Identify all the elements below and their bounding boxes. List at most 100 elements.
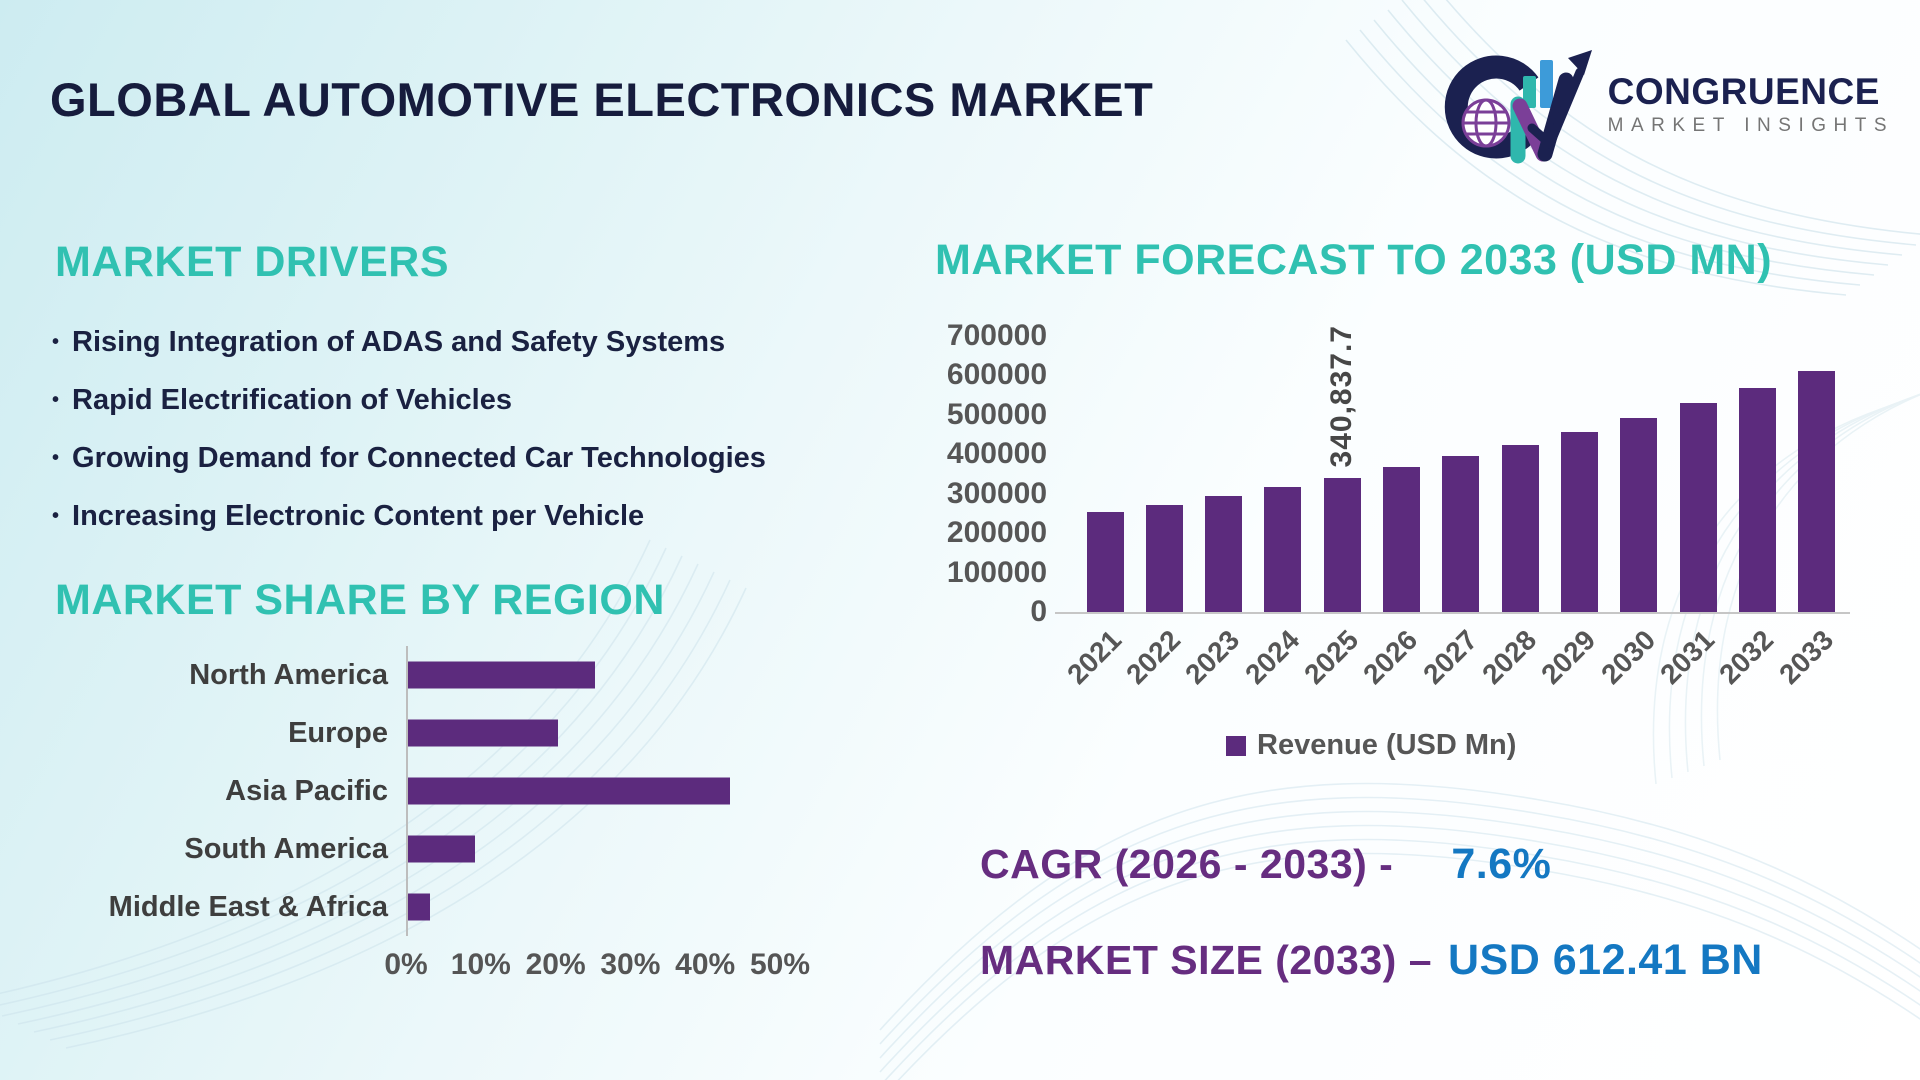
region-x-tick-label: 10% xyxy=(450,948,511,981)
market-driver-item: Increasing Electronic Content per Vehicl… xyxy=(52,500,766,533)
cagr-value: 7.6% xyxy=(1451,840,1552,888)
forecast-bar xyxy=(1620,418,1658,612)
region-bar-track xyxy=(406,878,782,936)
forecast-y-tick-label: 700000 xyxy=(946,319,1047,352)
forecast-bar-slot: 2030 xyxy=(1595,300,1661,690)
forecast-bar xyxy=(1264,486,1302,612)
region-x-tick-label: 40% xyxy=(675,948,736,981)
forecast-year-label: 2021 xyxy=(1060,624,1127,690)
forecast-bar-slot: 2022 xyxy=(1120,300,1186,690)
region-bar xyxy=(408,661,595,689)
forecast-y-tick-label: 400000 xyxy=(946,437,1047,471)
region-share-x-axis: 0% 10% 20% 30% 40% 50% xyxy=(384,948,810,992)
forecast-bar xyxy=(1679,403,1717,612)
region-label: Asia Pacific xyxy=(225,774,388,807)
forecast-year-label: 2026 xyxy=(1357,624,1424,690)
forecast-plot-area: 2021 2022 2023 2024 2025 340,837.7 2026 2027 202… xyxy=(1061,300,1839,690)
forecast-bar xyxy=(1739,387,1777,612)
forecast-year-label: 2028 xyxy=(1476,624,1543,690)
region-label: North America xyxy=(189,658,388,691)
forecast-bar-slot: 2032 xyxy=(1714,300,1780,690)
region-bar xyxy=(408,719,558,747)
region-row: North America xyxy=(50,646,786,704)
forecast-year-label: 2032 xyxy=(1713,624,1780,690)
forecast-legend: Revenue (USD Mn) xyxy=(1226,729,1516,762)
forecast-y-tick-label: 0 xyxy=(1030,595,1047,628)
region-label: South America xyxy=(184,832,388,865)
forecast-year-label: 2031 xyxy=(1654,624,1721,690)
forecast-bar xyxy=(1442,456,1480,612)
forecast-bar-slot: 2029 xyxy=(1536,300,1602,690)
market-size-label: MARKET SIZE (2033) – xyxy=(980,937,1432,983)
forecast-axis-baseline xyxy=(1055,612,1850,614)
market-drivers-list: Rising Integration of ADAS and Safety Sy… xyxy=(52,326,766,558)
market-driver-item: Rapid Electrification of Vehicles xyxy=(52,384,766,417)
logo-tagline: MARKET INSIGHTS xyxy=(1607,115,1894,137)
region-bar-track xyxy=(406,646,782,704)
forecast-year-label: 2024 xyxy=(1238,624,1305,690)
forecast-bar-slot: 2026 xyxy=(1358,300,1424,690)
forecast-y-tick-label: 600000 xyxy=(946,358,1047,392)
congruence-logo-text: CONGRUENCE MARKET INSIGHTS xyxy=(1607,70,1894,138)
forecast-year-label: 2022 xyxy=(1120,624,1187,690)
region-share-bar-chart: North America Europe Asia Pacific South Ame… xyxy=(50,646,810,992)
forecast-bar xyxy=(1145,504,1183,612)
forecast-year-label: 2033 xyxy=(1772,624,1839,690)
forecast-bar xyxy=(1086,512,1124,612)
region-row: Middle East & Africa xyxy=(50,878,786,936)
forecast-bar xyxy=(1501,444,1539,612)
logo-name: CONGRUENCE xyxy=(1607,70,1880,112)
region-bar-track xyxy=(406,762,782,820)
forecast-bar xyxy=(1383,467,1421,612)
region-label: Middle East & Africa xyxy=(108,890,388,923)
region-label: Europe xyxy=(288,716,388,749)
forecast-bar-slot: 2027 xyxy=(1417,300,1483,690)
forecast-value-annotation: 340,837.7 xyxy=(1325,325,1359,468)
forecast-bar-slot: 2033 xyxy=(1773,300,1839,690)
cagr-label: CAGR (2026 - 2033) - xyxy=(980,841,1394,887)
region-x-tick-label: 20% xyxy=(525,948,586,981)
region-bar xyxy=(408,835,476,863)
forecast-bar-slot: 2024 xyxy=(1239,300,1305,690)
forecast-y-tick-label: 500000 xyxy=(946,397,1047,431)
region-bar-track xyxy=(406,820,782,878)
market-driver-item: Rising Integration of ADAS and Safety Sy… xyxy=(52,326,766,359)
market-size-value: USD 612.41 BN xyxy=(1448,936,1763,984)
market-size-stat: MARKET SIZE (2033) – USD 612.41 BN xyxy=(980,936,1763,985)
forecast-year-label: 2029 xyxy=(1535,624,1602,690)
region-share-rows: North America Europe Asia Pacific South Ame… xyxy=(50,646,786,936)
region-x-tick-label: 50% xyxy=(749,948,811,981)
legend-swatch-icon xyxy=(1226,735,1246,756)
congruence-logo-mark-icon xyxy=(1444,50,1592,164)
market-forecast-heading: MARKET FORECAST TO 2033 (USD MN) xyxy=(935,236,1773,284)
forecast-year-label: 2023 xyxy=(1179,624,1246,690)
forecast-bar xyxy=(1205,495,1243,612)
forecast-year-label: 2030 xyxy=(1594,624,1661,690)
market-drivers-heading: MARKET DRIVERS xyxy=(55,238,450,286)
legend-label: Revenue (USD Mn) xyxy=(1257,729,1517,761)
forecast-bar-slot: 2028 xyxy=(1476,300,1542,690)
forecast-bar-slot: 2031 xyxy=(1654,300,1720,690)
region-bar xyxy=(408,893,431,921)
page-title: GLOBAL AUTOMOTIVE ELECTRONICS MARKET xyxy=(50,73,1154,126)
congruence-logo: CONGRUENCE MARKET INSIGHTS xyxy=(1444,44,1894,166)
region-row: Asia Pacific xyxy=(50,762,786,820)
forecast-bar xyxy=(1561,431,1599,612)
region-bar xyxy=(408,777,730,805)
forecast-bar xyxy=(1323,477,1361,612)
region-row: Europe xyxy=(50,704,786,762)
market-driver-item: Growing Demand for Connected Car Technol… xyxy=(52,442,766,475)
market-share-heading: MARKET SHARE BY REGION xyxy=(55,576,665,624)
region-x-tick-label: 30% xyxy=(600,948,661,981)
forecast-bar-chart: 0 100000 200000 300000 400000 500000 600000 700… xyxy=(935,300,1865,730)
region-bar-track xyxy=(406,704,782,762)
forecast-bar-slot: 2023 xyxy=(1180,300,1246,690)
forecast-bar-slot: 2021 xyxy=(1061,300,1127,690)
forecast-y-tick-label: 300000 xyxy=(946,476,1047,510)
forecast-bar-slot: 2025 340,837.7 xyxy=(1298,300,1364,690)
forecast-y-tick-label: 100000 xyxy=(946,555,1047,589)
forecast-y-tick-label: 200000 xyxy=(946,516,1047,550)
forecast-bar xyxy=(1798,370,1836,612)
region-row: South America xyxy=(50,820,786,878)
